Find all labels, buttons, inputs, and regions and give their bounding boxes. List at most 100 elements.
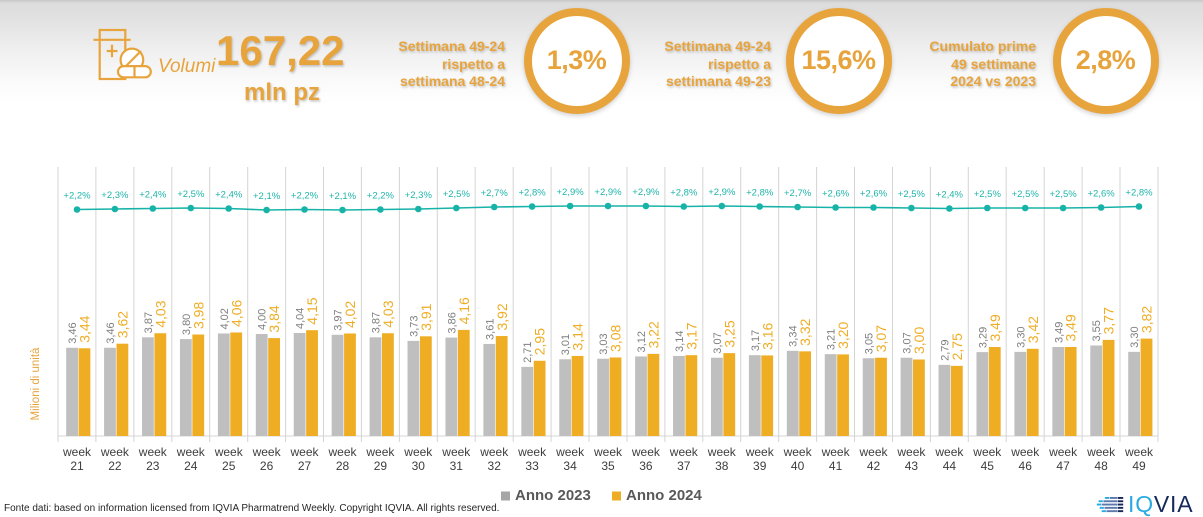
svg-text:3,20: 3,20 — [835, 321, 851, 348]
svg-text:4,00: 4,00 — [257, 309, 269, 330]
svg-text:Anno 2023: Anno 2023 — [515, 487, 591, 504]
svg-text:+2,1%: +2,1% — [329, 191, 357, 202]
svg-text:3,03: 3,03 — [598, 333, 610, 354]
svg-text:3,55: 3,55 — [1091, 320, 1103, 341]
svg-text:3,08: 3,08 — [608, 324, 624, 351]
svg-text:week: week — [934, 445, 964, 459]
svg-text:3,30: 3,30 — [1129, 326, 1141, 347]
svg-text:41: 41 — [829, 459, 843, 473]
svg-text:+2,8%: +2,8% — [518, 188, 546, 199]
svg-text:+2,6%: +2,6% — [1087, 189, 1115, 200]
svg-text:31: 31 — [450, 459, 464, 473]
svg-text:26: 26 — [260, 459, 274, 473]
svg-text:3,44: 3,44 — [77, 315, 93, 342]
svg-text:45: 45 — [981, 459, 995, 473]
svg-text:week: week — [631, 445, 661, 459]
svg-text:3,61: 3,61 — [484, 319, 496, 340]
svg-text:22: 22 — [108, 459, 122, 473]
svg-text:3,82: 3,82 — [1139, 306, 1155, 333]
svg-text:+2,2%: +2,2% — [63, 191, 91, 202]
svg-text:+2,8%: +2,8% — [746, 188, 774, 199]
svg-text:week: week — [365, 445, 395, 459]
svg-text:week: week — [176, 445, 206, 459]
svg-text:+2,6%: +2,6% — [860, 189, 888, 200]
svg-text:3,49: 3,49 — [1053, 322, 1065, 343]
svg-text:+2,5%: +2,5% — [898, 189, 926, 200]
svg-text:39: 39 — [753, 459, 767, 473]
svg-text:27: 27 — [298, 459, 312, 473]
svg-text:3,16: 3,16 — [759, 322, 775, 349]
svg-text:4,03: 4,03 — [152, 300, 168, 327]
svg-text:3,07: 3,07 — [712, 332, 724, 353]
svg-text:3,29: 3,29 — [977, 327, 989, 348]
svg-text:4,02: 4,02 — [342, 301, 358, 328]
svg-text:week: week — [1124, 445, 1154, 459]
svg-text:week: week — [896, 445, 926, 459]
svg-text:week: week — [289, 445, 319, 459]
svg-text:week: week — [479, 445, 509, 459]
svg-text:3,14: 3,14 — [570, 323, 586, 350]
svg-text:3,17: 3,17 — [683, 322, 699, 349]
svg-text:week: week — [441, 445, 471, 459]
svg-text:3,91: 3,91 — [418, 303, 434, 330]
svg-text:3,97: 3,97 — [333, 309, 345, 330]
svg-text:3,62: 3,62 — [114, 311, 130, 338]
svg-text:week: week — [214, 445, 244, 459]
svg-text:3,49: 3,49 — [1063, 314, 1079, 341]
svg-text:+2,9%: +2,9% — [632, 187, 660, 198]
svg-text:week: week — [669, 445, 699, 459]
svg-text:3,87: 3,87 — [371, 312, 383, 333]
svg-text:+2,8%: +2,8% — [670, 188, 698, 199]
svg-text:37: 37 — [677, 459, 691, 473]
svg-text:2,71: 2,71 — [522, 341, 534, 362]
svg-text:Milioni di unità: Milioni di unità — [30, 347, 42, 420]
svg-text:4,03: 4,03 — [380, 300, 396, 327]
svg-text:3,42: 3,42 — [1025, 316, 1041, 343]
svg-text:+2,5%: +2,5% — [974, 189, 1002, 200]
svg-text:+2,7%: +2,7% — [481, 188, 509, 199]
svg-text:week: week — [707, 445, 737, 459]
svg-text:3,77: 3,77 — [1101, 307, 1117, 334]
svg-text:25: 25 — [222, 459, 236, 473]
svg-text:week: week — [517, 445, 547, 459]
svg-text:week: week — [783, 445, 813, 459]
svg-text:week: week — [593, 445, 623, 459]
svg-text:35: 35 — [601, 459, 615, 473]
svg-text:2,75: 2,75 — [949, 333, 965, 360]
svg-text:week: week — [972, 445, 1002, 459]
svg-text:+2,2%: +2,2% — [367, 191, 395, 202]
svg-text:4,06: 4,06 — [228, 300, 244, 327]
svg-text:49: 49 — [1132, 459, 1146, 473]
svg-text:40: 40 — [791, 459, 805, 473]
svg-text:3,92: 3,92 — [494, 303, 510, 330]
svg-text:+2,9%: +2,9% — [594, 187, 622, 198]
svg-text:3,07: 3,07 — [902, 332, 914, 353]
svg-text:36: 36 — [639, 459, 653, 473]
svg-text:2,79: 2,79 — [939, 339, 951, 360]
svg-text:34: 34 — [563, 459, 577, 473]
svg-text:+2,3%: +2,3% — [405, 190, 433, 201]
svg-text:Anno 2024: Anno 2024 — [626, 487, 703, 504]
svg-text:28: 28 — [336, 459, 350, 473]
svg-text:21: 21 — [70, 459, 84, 473]
svg-text:week: week — [138, 445, 168, 459]
svg-text:4,02: 4,02 — [219, 308, 231, 329]
svg-text:3,22: 3,22 — [646, 321, 662, 348]
svg-text:week: week — [62, 445, 92, 459]
svg-text:3,34: 3,34 — [788, 325, 800, 346]
svg-text:week: week — [858, 445, 888, 459]
svg-text:32: 32 — [488, 459, 502, 473]
svg-text:3,84: 3,84 — [266, 305, 282, 332]
svg-text:3,05: 3,05 — [864, 333, 876, 354]
svg-text:week: week — [327, 445, 357, 459]
svg-text:3,00: 3,00 — [911, 327, 927, 354]
svg-text:44: 44 — [943, 459, 957, 473]
svg-text:+2,7%: +2,7% — [784, 188, 812, 199]
svg-text:+2,5%: +2,5% — [443, 189, 471, 200]
svg-text:3,30: 3,30 — [1015, 326, 1027, 347]
svg-text:+2,5%: +2,5% — [177, 189, 205, 200]
svg-text:48: 48 — [1094, 459, 1108, 473]
svg-text:week: week — [1086, 445, 1116, 459]
svg-text:3,49: 3,49 — [987, 314, 1003, 341]
svg-text:+2,8%: +2,8% — [1125, 188, 1153, 199]
